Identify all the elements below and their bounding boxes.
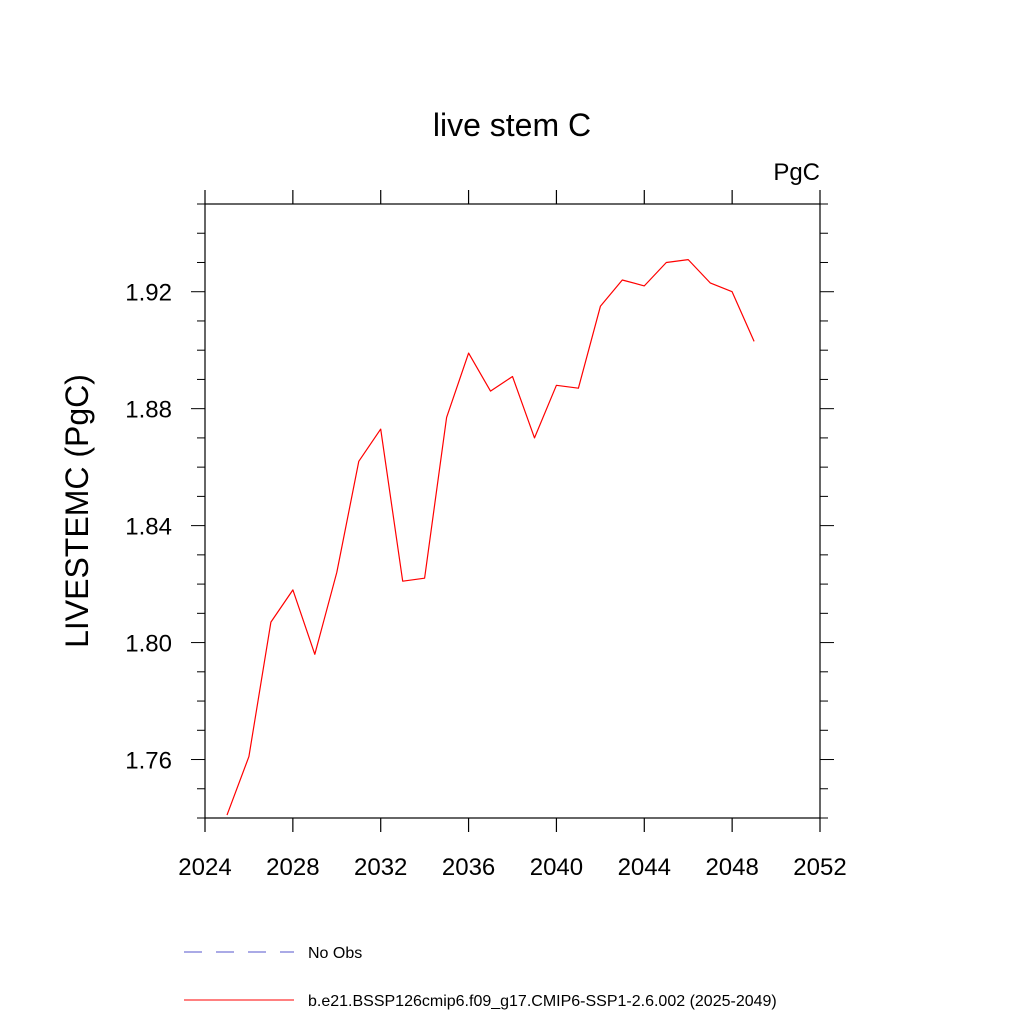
y-tick-label: 1.92 [125, 280, 172, 307]
legend-label-0: No Obs [308, 945, 362, 962]
y-tick-label: 1.84 [125, 514, 172, 541]
y-tick-label: 1.76 [125, 748, 172, 775]
legend: No Obs b.e21.BSSP126cmip6.f09_g17.CMIP6-S… [184, 945, 777, 1010]
x-tick-label: 2052 [793, 854, 846, 881]
plot-area-border [204, 203, 821, 819]
series-layer [226, 259, 755, 816]
x-tick-label: 2048 [705, 854, 758, 881]
plot-frame [204, 203, 821, 819]
x-tick-label: 2036 [442, 854, 495, 881]
x-tick-label: 2032 [354, 854, 407, 881]
x-tick-label: 2044 [618, 854, 671, 881]
chart-title: live stem C [433, 107, 591, 143]
y-tick-label: 1.80 [125, 631, 172, 658]
x-tick-label: 2028 [266, 854, 319, 881]
y-axis: 1.76 1.80 1.84 1.88 1.92 [125, 203, 834, 819]
x-axis: 2024 2028 2032 2036 2040 2044 2048 2052 [178, 190, 847, 881]
series-line-0 [226, 259, 755, 816]
legend-label-1: b.e21.BSSP126cmip6.f09_g17.CMIP6-SSP1-2.… [308, 993, 777, 1010]
units-label: PgC [773, 159, 820, 186]
x-tick-label: 2024 [178, 854, 231, 881]
y-axis-label: LIVESTEMC (PgC) [59, 374, 95, 648]
x-tick-label: 2040 [530, 854, 583, 881]
y-tick-label: 1.88 [125, 397, 172, 424]
